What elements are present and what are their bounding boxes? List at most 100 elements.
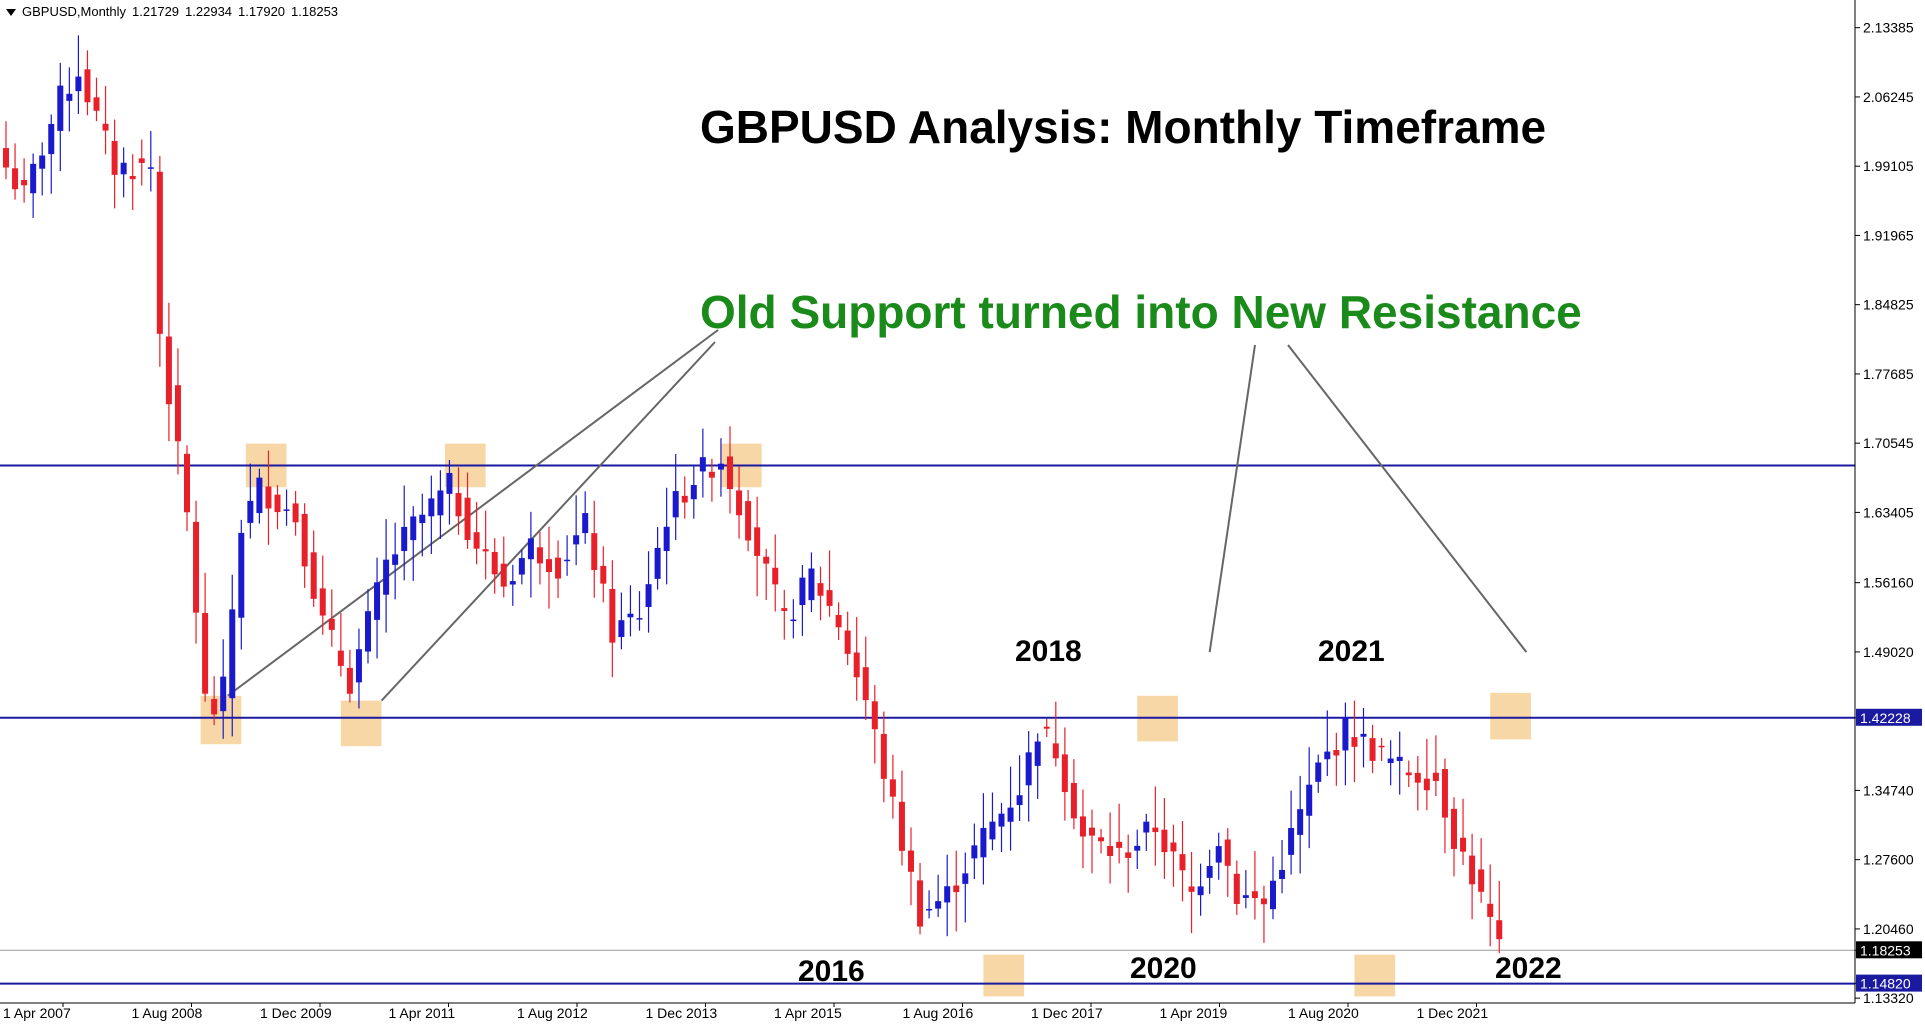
y-tick-label: 2.13385 bbox=[1863, 20, 1914, 36]
candle-body bbox=[491, 551, 498, 575]
candle-body bbox=[156, 171, 163, 334]
y-tick-label: 1.84825 bbox=[1863, 297, 1914, 313]
candle-body bbox=[1215, 846, 1222, 863]
candle-body bbox=[1469, 855, 1476, 885]
x-tick-label: 1 Aug 2020 bbox=[1288, 1005, 1359, 1021]
highlight-zone bbox=[983, 954, 1025, 997]
candle-body bbox=[401, 526, 408, 552]
pointer-line bbox=[380, 341, 716, 702]
candle-body bbox=[1496, 920, 1503, 940]
candle-body bbox=[328, 618, 335, 630]
candle-body bbox=[564, 559, 571, 562]
candle-body bbox=[247, 500, 254, 523]
candle-body bbox=[1170, 842, 1177, 852]
candle-body bbox=[1043, 726, 1050, 729]
candle-body bbox=[21, 180, 28, 186]
candle-body bbox=[93, 97, 100, 111]
candle-body bbox=[165, 336, 172, 405]
candle-body bbox=[1396, 756, 1403, 761]
candle-body bbox=[419, 514, 426, 524]
candle-body bbox=[220, 676, 227, 712]
candle-body bbox=[1423, 778, 1430, 791]
candle-body bbox=[500, 563, 507, 587]
candle-body bbox=[980, 827, 987, 858]
candle-body bbox=[536, 547, 543, 564]
candle-body bbox=[862, 667, 869, 701]
dropdown-triangle-icon[interactable] bbox=[6, 9, 16, 17]
y-tick-label: 1.34740 bbox=[1863, 782, 1914, 798]
candle-body bbox=[880, 733, 887, 779]
ohlc-high: 1.22934 bbox=[185, 4, 233, 19]
candle-body bbox=[383, 559, 390, 595]
y-tick-label: 1.14820 bbox=[1860, 976, 1911, 992]
y-tick-label: 1.56160 bbox=[1863, 575, 1914, 591]
candle-body bbox=[75, 76, 82, 92]
candle-body bbox=[1441, 769, 1448, 818]
candle-body bbox=[102, 123, 109, 131]
candle-body bbox=[935, 901, 942, 909]
candle-body bbox=[1315, 762, 1322, 782]
candle-body bbox=[229, 609, 236, 699]
candle-body bbox=[1025, 752, 1032, 786]
candle-body bbox=[1387, 758, 1394, 763]
candle-body bbox=[518, 558, 525, 575]
candle-body bbox=[310, 552, 317, 599]
candle-body bbox=[1116, 841, 1123, 848]
y-tick-label: 1.20460 bbox=[1863, 921, 1914, 937]
candle-body bbox=[1007, 807, 1014, 822]
candle-body bbox=[57, 85, 64, 131]
candle-body bbox=[84, 69, 91, 103]
candle-body bbox=[835, 614, 842, 628]
x-tick-label: 1 Aug 2012 bbox=[517, 1005, 588, 1021]
candle-body bbox=[1098, 837, 1105, 842]
pointer-line bbox=[1287, 344, 1528, 653]
candle-body bbox=[944, 886, 951, 903]
candle-body bbox=[871, 701, 878, 730]
candle-body bbox=[1288, 827, 1295, 855]
candle-body bbox=[1414, 772, 1421, 783]
candle-body bbox=[66, 93, 73, 101]
candle-body bbox=[129, 175, 136, 180]
candle-body bbox=[464, 497, 471, 540]
candle-body bbox=[645, 584, 652, 607]
candle-body bbox=[600, 565, 607, 584]
y-tick-label: 1.99105 bbox=[1863, 158, 1914, 174]
candle-body bbox=[917, 880, 924, 927]
candle-body bbox=[392, 554, 399, 565]
candle-body bbox=[998, 813, 1005, 827]
candle-body bbox=[1107, 845, 1114, 857]
candle-body bbox=[826, 590, 833, 606]
candle-body bbox=[1324, 751, 1331, 760]
candle-body bbox=[1306, 784, 1313, 816]
candle-body bbox=[1251, 891, 1258, 899]
candle-body bbox=[120, 162, 127, 175]
x-tick-label: 1 Apr 2011 bbox=[389, 1005, 456, 1021]
candle-body bbox=[301, 513, 308, 567]
candle-body bbox=[808, 568, 815, 601]
chart-header: GBPUSD,Monthly 1.21729 1.22934 1.17920 1.182… bbox=[6, 4, 344, 19]
x-tick-label: 1 Apr 2019 bbox=[1160, 1005, 1228, 1021]
y-tick-label: 1.42228 bbox=[1860, 710, 1911, 726]
candle-body bbox=[1333, 750, 1340, 756]
candle-body bbox=[582, 513, 589, 534]
candle-body bbox=[708, 471, 715, 478]
candle-body bbox=[111, 140, 118, 175]
candle-body bbox=[1369, 738, 1376, 761]
candle-body bbox=[428, 498, 435, 517]
candle-body bbox=[238, 532, 245, 618]
candle-body bbox=[1233, 873, 1240, 904]
candle-body bbox=[1478, 869, 1485, 892]
candle-body bbox=[446, 472, 453, 494]
candle-body bbox=[3, 148, 9, 168]
candle-body bbox=[1405, 772, 1412, 776]
candle-body bbox=[672, 491, 679, 518]
candle-body bbox=[265, 486, 272, 509]
candle-body bbox=[337, 650, 344, 666]
candle-body bbox=[745, 501, 752, 541]
candle-body bbox=[772, 567, 779, 585]
candle-body bbox=[1188, 886, 1195, 892]
candle-body bbox=[1143, 821, 1150, 833]
candle-body bbox=[1487, 903, 1494, 917]
candle-body bbox=[654, 547, 661, 579]
